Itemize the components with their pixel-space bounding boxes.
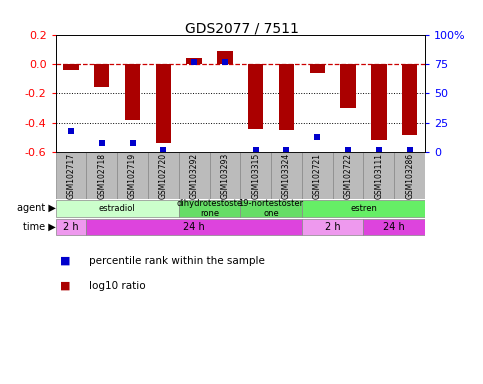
Text: GDS2077 / 7511: GDS2077 / 7511 xyxy=(185,21,298,35)
Bar xyxy=(94,64,110,88)
Bar xyxy=(402,64,417,134)
Bar xyxy=(186,58,202,64)
Bar xyxy=(56,152,86,199)
Bar xyxy=(156,64,171,143)
Bar xyxy=(333,152,364,199)
Point xyxy=(252,147,259,153)
Bar xyxy=(56,200,179,217)
Point xyxy=(375,147,383,153)
Bar xyxy=(179,152,210,199)
Bar xyxy=(302,152,333,199)
Point xyxy=(283,147,290,153)
Text: 19-nortestoster
one: 19-nortestoster one xyxy=(239,199,304,218)
Text: 2 h: 2 h xyxy=(325,222,341,232)
Point xyxy=(67,128,75,134)
Text: GSM103315: GSM103315 xyxy=(251,152,260,199)
Point xyxy=(221,58,229,65)
Bar xyxy=(364,152,394,199)
Bar xyxy=(86,218,302,235)
Bar xyxy=(371,64,386,141)
Text: 2 h: 2 h xyxy=(63,222,79,232)
Text: percentile rank within the sample: percentile rank within the sample xyxy=(89,256,265,266)
Point xyxy=(159,147,167,153)
Bar xyxy=(117,152,148,199)
Point xyxy=(128,140,136,146)
Text: estradiol: estradiol xyxy=(99,204,136,213)
Bar xyxy=(63,64,79,70)
Text: 24 h: 24 h xyxy=(183,222,205,232)
Point xyxy=(98,140,106,146)
Text: log10 ratio: log10 ratio xyxy=(89,281,146,291)
Bar xyxy=(341,64,356,108)
Text: 24 h: 24 h xyxy=(384,222,405,232)
Text: GSM102721: GSM102721 xyxy=(313,153,322,199)
Bar xyxy=(279,64,294,130)
Point xyxy=(344,147,352,153)
Point xyxy=(190,58,198,65)
Bar xyxy=(364,218,425,235)
Bar xyxy=(394,152,425,199)
Text: agent ▶: agent ▶ xyxy=(17,204,56,214)
Point xyxy=(313,134,321,140)
Bar xyxy=(302,200,425,217)
Bar xyxy=(217,51,233,64)
Text: GSM103286: GSM103286 xyxy=(405,152,414,199)
Text: GSM102722: GSM102722 xyxy=(343,153,353,199)
Bar xyxy=(240,200,302,217)
Text: estren: estren xyxy=(350,204,377,213)
Text: GSM103111: GSM103111 xyxy=(374,153,384,199)
Bar xyxy=(271,152,302,199)
Bar xyxy=(179,200,240,217)
Bar xyxy=(302,218,364,235)
Text: dihydrotestoste
rone: dihydrotestoste rone xyxy=(176,199,242,218)
Text: GSM103324: GSM103324 xyxy=(282,152,291,199)
Bar xyxy=(125,64,140,120)
Text: GSM102720: GSM102720 xyxy=(159,152,168,199)
Text: GSM103292: GSM103292 xyxy=(190,152,199,199)
Text: GSM102718: GSM102718 xyxy=(97,153,106,199)
Text: time ▶: time ▶ xyxy=(23,222,56,232)
Bar xyxy=(86,152,117,199)
Text: GSM103293: GSM103293 xyxy=(220,152,229,199)
Bar xyxy=(210,152,240,199)
Bar xyxy=(248,64,263,129)
Point xyxy=(406,147,413,153)
Bar xyxy=(240,152,271,199)
Bar xyxy=(310,64,325,73)
Text: ■: ■ xyxy=(60,281,71,291)
Bar xyxy=(56,218,86,235)
Text: ■: ■ xyxy=(60,256,71,266)
Text: GSM102717: GSM102717 xyxy=(67,152,75,199)
Text: GSM102719: GSM102719 xyxy=(128,152,137,199)
Bar xyxy=(148,152,179,199)
